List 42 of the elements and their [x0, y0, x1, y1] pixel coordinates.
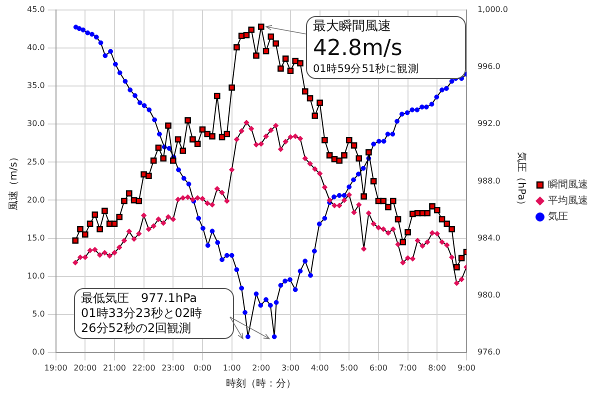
- annotation: 最低気圧 977.1hPa 01時33分23秒と02時 26分52秒の2回観測: [81, 291, 204, 336]
- y2-tick-label: 988.0: [477, 176, 500, 186]
- y2-tick-label: 1,000.0: [477, 5, 508, 14]
- y2-tick-label: 992.0: [477, 119, 500, 128]
- x-tick-label: 3:00: [281, 363, 300, 372]
- y-tick-label: 20.0: [27, 195, 45, 204]
- y-tick-label: 10.0: [27, 271, 45, 280]
- y-axis-title: 風速（m/s）: [8, 152, 20, 210]
- x-tick-label: 4:00: [310, 363, 329, 372]
- x-tick-label: 7:00: [398, 363, 417, 372]
- x-tick-label: 6:00: [369, 363, 388, 372]
- y-tick-label: 15.0: [27, 233, 45, 242]
- x-tick-label: 21:00: [102, 363, 126, 372]
- y2-tick-label: 976.0: [477, 347, 500, 356]
- annotation: 最大瞬間風速 42.8m/s 01時59分51秒に観測: [313, 19, 420, 76]
- y2-tick-label: 984.0: [477, 233, 500, 242]
- x-tick-label: 9:00: [457, 363, 476, 372]
- y-tick-label: 25.0: [27, 157, 45, 166]
- y2-axis-title: 気圧（hPa）: [515, 152, 526, 210]
- y2-tick-label: 980.0: [477, 290, 500, 300]
- x-axis-title: 時刻（時：分）: [226, 378, 296, 390]
- y-tick-label: 40.0: [27, 43, 45, 52]
- legend-label: 平均風速: [548, 194, 588, 207]
- y-tick-label: 35.0: [27, 81, 45, 90]
- x-tick-label: 2:00: [252, 363, 270, 372]
- y-tick-label: 0.0: [32, 347, 45, 356]
- callout-box: 最大瞬間風速 42.8m/s 01時59分51秒に観測: [306, 16, 466, 79]
- x-tick-label: 5:00: [340, 363, 358, 372]
- x-tick-label: 20:00: [74, 363, 97, 372]
- x-tick-label: 23:00: [162, 363, 185, 372]
- callout-box: 最低気圧 977.1hPa 01時33分23秒と02時 26分52秒の2回観測: [74, 288, 234, 339]
- x-tick-label: 1:00: [222, 363, 241, 372]
- x-tick-label: 8:00: [428, 363, 446, 372]
- x-tick-label: 22:00: [132, 363, 156, 372]
- y-tick-label: 5.0: [32, 309, 45, 318]
- y-tick-label: 30.0: [27, 119, 45, 128]
- y-tick-label: 45.0: [27, 5, 45, 14]
- x-tick-label: 0:00: [193, 363, 212, 372]
- y2-tick-label: 996.0: [477, 62, 500, 72]
- legend-label: 気圧: [548, 212, 568, 223]
- x-tick-label: 19:00: [44, 363, 68, 372]
- legend-label: 瞬間風速: [548, 178, 588, 191]
